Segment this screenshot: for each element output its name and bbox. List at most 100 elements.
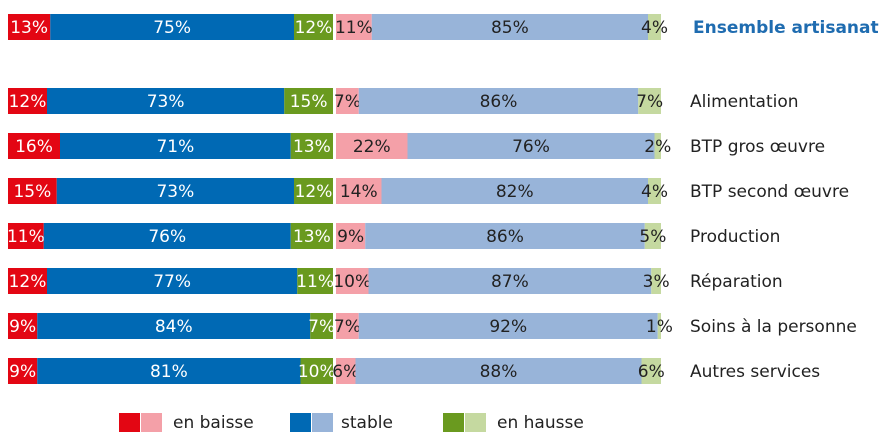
bar-segment — [336, 358, 356, 384]
bar-segment — [8, 358, 38, 384]
bar-segment — [50, 14, 294, 40]
value-label: 73% — [147, 92, 185, 112]
bar-segment — [8, 268, 47, 294]
bar-segment — [358, 313, 658, 339]
value-label: 12% — [295, 18, 333, 38]
bar-segment — [8, 313, 38, 339]
bar-segment — [336, 223, 366, 249]
bar-segment — [336, 313, 359, 339]
value-label: 9% — [9, 362, 36, 382]
legend-label: en hausse — [497, 413, 584, 433]
bar-segment — [657, 313, 661, 339]
bar-segment — [290, 223, 333, 249]
bar-segment — [336, 178, 382, 204]
bar-segment — [300, 358, 333, 384]
value-label: 84% — [155, 317, 193, 337]
bar-segment — [358, 88, 639, 114]
value-label: 92% — [489, 317, 527, 337]
legend-swatch — [465, 413, 486, 432]
value-label: 75% — [153, 18, 191, 38]
value-label: 13% — [293, 227, 331, 247]
bar-segment — [641, 358, 661, 384]
value-label: 86% — [480, 92, 518, 112]
bar-segment — [336, 133, 408, 159]
bar-segment — [371, 14, 648, 40]
bar-segment — [355, 358, 642, 384]
value-label: 15% — [13, 182, 51, 202]
bar-segment — [43, 223, 291, 249]
category-label: Réparation — [690, 272, 783, 292]
value-label: 22% — [353, 137, 391, 157]
value-label: 5% — [639, 227, 666, 247]
bar-segment — [8, 88, 47, 114]
value-label: 10% — [298, 362, 336, 382]
legend-swatch — [443, 413, 464, 432]
bar-segment — [47, 268, 298, 294]
bar-segment — [284, 88, 333, 114]
bar-segment — [290, 133, 333, 159]
bar-segment — [381, 178, 648, 204]
bar-segment — [47, 88, 285, 114]
value-label: 12% — [9, 272, 47, 292]
category-label: Production — [690, 227, 780, 247]
value-label: 9% — [9, 317, 36, 337]
value-label: 73% — [156, 182, 194, 202]
category-label: Autres services — [690, 362, 820, 382]
bar-segment — [336, 88, 359, 114]
category-label: Soins à la personne — [690, 317, 857, 337]
value-label: 7% — [636, 92, 663, 112]
value-label: 76% — [512, 137, 550, 157]
value-label: 7% — [308, 317, 335, 337]
value-label: 81% — [150, 362, 188, 382]
bar-segment — [8, 223, 44, 249]
bar-segment — [654, 133, 661, 159]
bar-segment — [56, 178, 294, 204]
value-label: 3% — [643, 272, 670, 292]
legend-swatch — [119, 413, 140, 432]
bar-segment — [368, 268, 652, 294]
bar-segment — [648, 14, 661, 40]
value-label: 11% — [335, 18, 373, 38]
legend-swatch — [312, 413, 333, 432]
value-label: 82% — [496, 182, 534, 202]
bar-segment — [8, 14, 51, 40]
value-label: 6% — [638, 362, 665, 382]
value-label: 7% — [334, 92, 361, 112]
legend-label: stable — [341, 413, 393, 433]
bar-segment — [407, 133, 655, 159]
category-label: Alimentation — [690, 92, 799, 112]
value-label: 16% — [15, 137, 53, 157]
bar-segment — [37, 313, 311, 339]
value-label: 9% — [337, 227, 364, 247]
legend-swatch — [290, 413, 311, 432]
value-label: 11% — [7, 227, 45, 247]
bar-segment — [297, 268, 333, 294]
bar-segment — [8, 178, 57, 204]
value-label: 15% — [290, 92, 328, 112]
value-label: 1% — [646, 317, 673, 337]
bar-segment — [336, 268, 369, 294]
value-label: 10% — [333, 272, 371, 292]
value-label: 12% — [295, 182, 333, 202]
bar-segment — [60, 133, 291, 159]
category-label: BTP gros œuvre — [690, 137, 825, 157]
bar-segment — [8, 133, 60, 159]
bar-segment — [294, 178, 333, 204]
value-label: 12% — [9, 92, 47, 112]
bar-segment — [648, 178, 661, 204]
value-label: 88% — [480, 362, 518, 382]
value-label: 76% — [148, 227, 186, 247]
bar-segment — [651, 268, 661, 294]
bar-segment — [638, 88, 661, 114]
value-label: 13% — [10, 18, 48, 38]
value-label: 85% — [491, 18, 529, 38]
value-label: 2% — [644, 137, 671, 157]
legend-swatch — [141, 413, 162, 432]
value-label: 86% — [486, 227, 524, 247]
bar-segment — [365, 223, 645, 249]
bar-segment — [310, 313, 333, 339]
value-label: 4% — [641, 182, 668, 202]
bar-segment — [336, 14, 372, 40]
bar-segment — [644, 223, 661, 249]
